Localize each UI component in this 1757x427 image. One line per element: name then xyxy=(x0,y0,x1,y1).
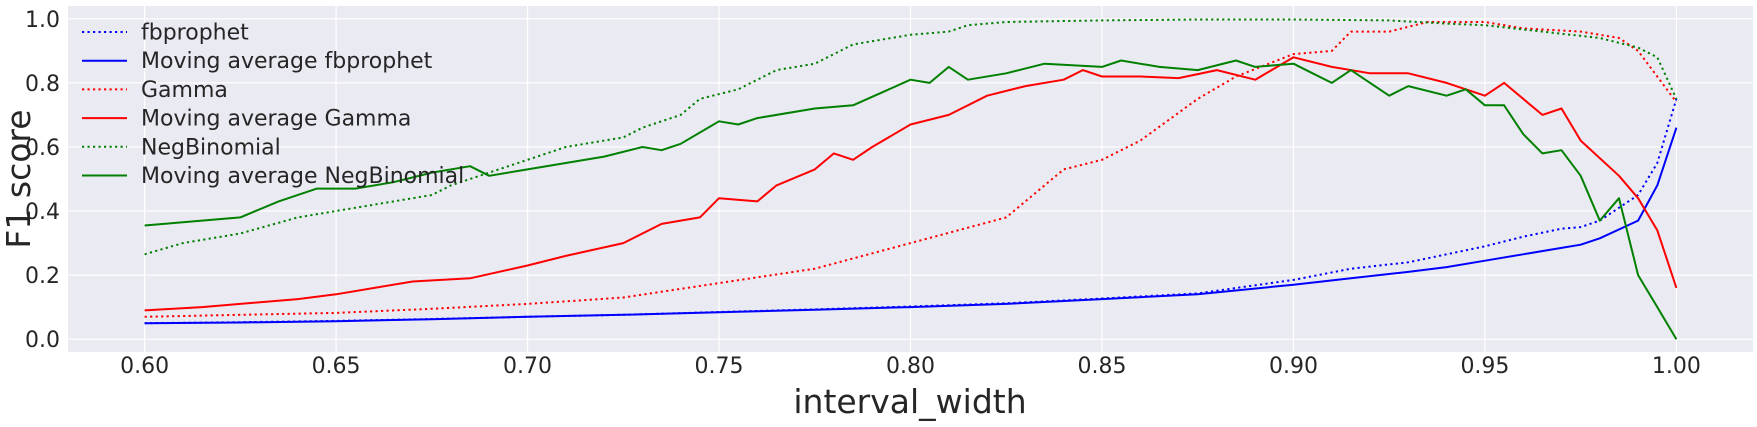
x-axis-label: interval_width xyxy=(793,382,1026,421)
x-tick-label: 0.95 xyxy=(1460,354,1509,379)
legend-label: Moving average fbprophet xyxy=(141,49,433,74)
legend-label: NegBinomial xyxy=(141,135,281,160)
series-line-0 xyxy=(144,98,1678,325)
y-axis-label: F1 score xyxy=(0,109,38,248)
x-axis-ticks: 0.60 0.65 0.70 0.75 0.80 0.85 0.90 0.95 1.00 xyxy=(120,354,1701,379)
grid-lines xyxy=(68,6,1753,352)
legend: fbprophet Moving average fbprophet Gamma Mo… xyxy=(82,21,464,189)
y-tick-label: 0.0 xyxy=(25,328,60,353)
x-tick-label: 0.60 xyxy=(120,354,169,379)
y-axis-ticks: 0.0 0.2 0.4 0.6 0.8 1.0 xyxy=(25,8,60,353)
y-tick-label: 1.0 xyxy=(25,8,60,33)
x-tick-label: 0.90 xyxy=(1269,354,1318,379)
legend-label: fbprophet xyxy=(141,21,249,46)
series-line-3 xyxy=(144,56,1678,312)
legend-label: Moving average Gamma xyxy=(141,107,411,132)
legend-label: Moving average NegBinomial xyxy=(141,164,464,189)
x-tick-label: 0.75 xyxy=(695,354,744,379)
series-lines xyxy=(144,18,1678,340)
y-tick-label: 0.4 xyxy=(25,200,60,225)
y-tick-label: 0.6 xyxy=(25,136,60,161)
series-line-5 xyxy=(144,59,1678,340)
series-line-4 xyxy=(144,18,1678,256)
series-line-1 xyxy=(144,127,1678,325)
x-tick-label: 1.00 xyxy=(1652,354,1701,379)
y-tick-label: 0.2 xyxy=(25,264,60,289)
legend-label: Gamma xyxy=(141,78,228,103)
x-tick-label: 0.70 xyxy=(503,354,552,379)
y-tick-label: 0.8 xyxy=(25,72,60,97)
x-tick-label: 0.85 xyxy=(1077,354,1126,379)
series-line-2 xyxy=(144,21,1678,318)
x-tick-label: 0.80 xyxy=(886,354,935,379)
x-tick-label: 0.65 xyxy=(312,354,361,379)
